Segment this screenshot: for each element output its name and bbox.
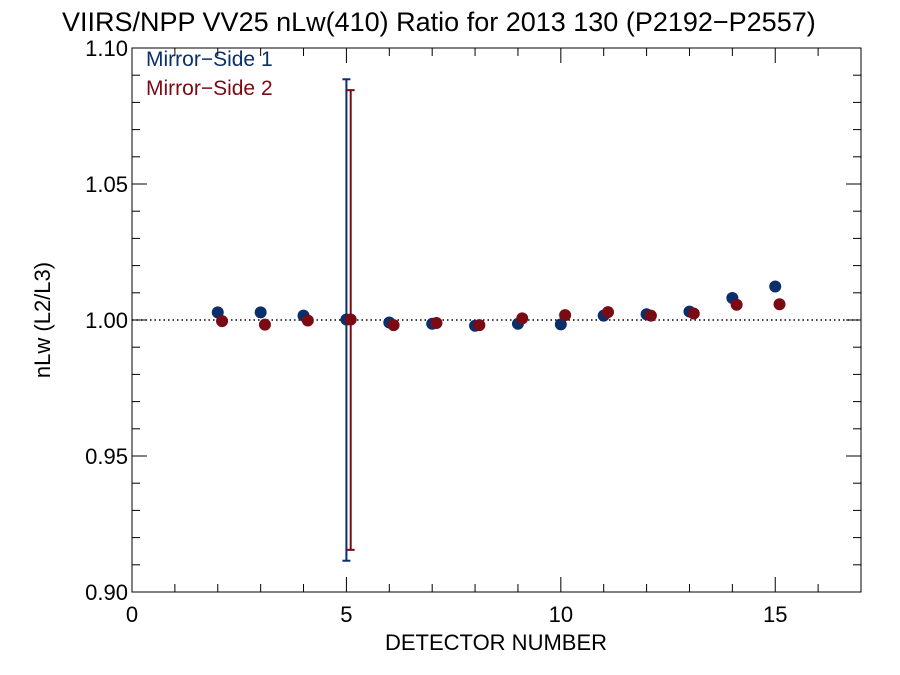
y-tick-label: 1.10 <box>85 36 128 61</box>
x-tick-label: 15 <box>763 602 787 627</box>
point-series-2 <box>601 306 614 319</box>
point-series-2 <box>344 313 357 326</box>
point-series-2 <box>258 318 271 331</box>
point-series-1 <box>254 306 267 319</box>
y-tick-label: 1.00 <box>85 308 128 333</box>
point-series-2 <box>773 298 786 311</box>
tick-labels: 0 5 10 15 0.90 0.95 1.00 1.05 1.10 <box>85 36 787 627</box>
legend-mirror-side-2: Mirror−Side 2 <box>146 77 273 100</box>
point-series-2 <box>430 316 443 329</box>
chart-title: VIIRS/NPP VV25 nLw(410) Ratio for 2013 1… <box>62 7 816 37</box>
point-series-2 <box>301 314 314 327</box>
point-series-1 <box>769 280 782 293</box>
y-tick-label: 0.90 <box>85 580 128 605</box>
point-series-2 <box>687 307 700 320</box>
point-series-2 <box>644 309 657 322</box>
point-series-1 <box>554 318 567 331</box>
point-series-2 <box>216 315 229 328</box>
point-series-2 <box>387 319 400 332</box>
point-series-2 <box>473 319 486 332</box>
point-series-2 <box>516 312 529 325</box>
data-points <box>211 280 786 332</box>
x-tick-label: 10 <box>549 602 573 627</box>
y-tick-label: 1.05 <box>85 172 128 197</box>
y-tick-label: 0.95 <box>85 444 128 469</box>
x-tick-label: 0 <box>126 602 138 627</box>
y-axis-label: nLw (L2/L3) <box>30 262 55 378</box>
x-axis-label: DETECTOR NUMBER <box>385 630 607 655</box>
axis-ticks <box>131 47 862 593</box>
point-series-2 <box>559 309 572 322</box>
x-tick-label: 5 <box>340 602 352 627</box>
legend-mirror-side-1: Mirror−Side 1 <box>146 48 273 71</box>
point-series-2 <box>730 298 743 311</box>
